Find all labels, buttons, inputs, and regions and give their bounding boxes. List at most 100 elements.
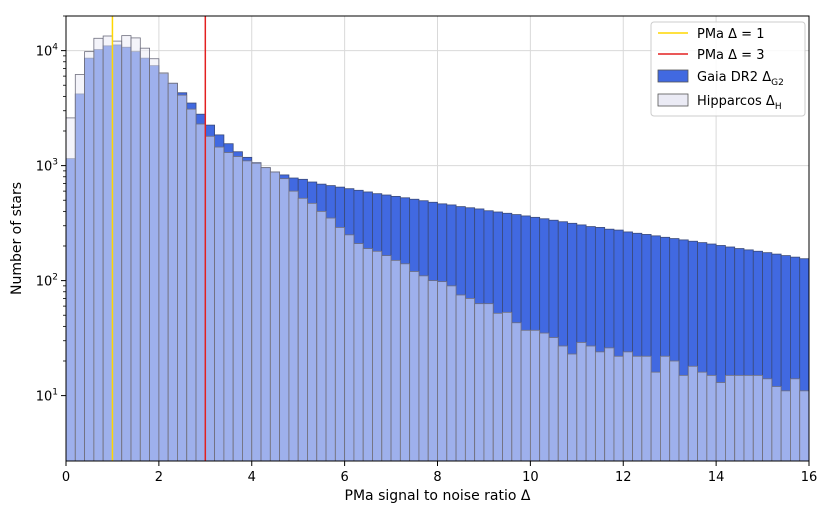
x-axis-label: PMa signal to noise ratio Δ (345, 488, 531, 504)
bar (65, 117, 76, 462)
x-tick-label: 10 (522, 470, 539, 485)
bar (242, 160, 253, 462)
y-tick-exponent: 1 (52, 388, 58, 398)
bar (399, 263, 411, 462)
legend-label-hipparcos: Hipparcos ΔH (697, 94, 782, 112)
bar (139, 47, 150, 462)
x-tick-label: 14 (708, 470, 725, 485)
x-tick-label: 6 (340, 470, 348, 485)
legend-label-hipparcos-main: Hipparcos Δ (697, 94, 775, 109)
bar (492, 312, 503, 462)
bar (622, 351, 633, 462)
bar (372, 250, 383, 462)
bar (790, 378, 801, 462)
bar (279, 178, 290, 462)
x-tick-label: 4 (248, 470, 256, 485)
bar (167, 82, 178, 462)
bar (427, 280, 438, 462)
bar (93, 37, 104, 462)
bar (752, 374, 763, 462)
bar (307, 202, 318, 462)
x-tick-label: 16 (801, 470, 818, 485)
bar (381, 255, 392, 462)
y-tick-base: 10 (36, 390, 53, 405)
bar (204, 135, 215, 462)
bar (74, 74, 85, 462)
x-tick-label: 8 (433, 470, 441, 485)
bar (771, 386, 782, 462)
bar (613, 355, 624, 462)
histogram-bars (65, 35, 810, 462)
bar (604, 347, 615, 462)
bar (576, 342, 587, 462)
bar (660, 355, 671, 462)
bar (251, 162, 262, 462)
bar (455, 294, 466, 462)
legend-label-hipparcos-subscript: H (775, 102, 782, 112)
bar (520, 329, 531, 462)
bar (149, 58, 160, 462)
bar (177, 94, 188, 462)
y-tick-exponent: 2 (52, 273, 58, 283)
legend-label-gaia-main: Gaia DR2 Δ (697, 70, 771, 85)
legend-box (650, 21, 806, 117)
y-tick-label: 104 (36, 43, 59, 60)
bar (418, 275, 429, 462)
bar (84, 51, 95, 462)
bar (650, 371, 661, 462)
bar (567, 353, 578, 462)
bar (186, 108, 197, 462)
bar (344, 234, 355, 462)
bar (334, 227, 346, 462)
bar (158, 72, 169, 462)
legend-label-pma-3: PMa Δ = 3 (697, 48, 764, 63)
bar (539, 332, 550, 462)
bar (641, 355, 652, 462)
bar (409, 271, 420, 462)
bar (734, 374, 745, 462)
bar (474, 303, 485, 462)
bar (725, 374, 736, 462)
bar (557, 345, 568, 462)
x-tick-label: 2 (155, 470, 163, 485)
legend-swatch-gaia (657, 69, 689, 83)
bar (316, 210, 327, 462)
bar (130, 37, 141, 462)
bar (687, 365, 698, 462)
bar (446, 285, 457, 462)
bar (678, 374, 689, 462)
bar (697, 371, 708, 462)
legend-swatch-hipparcos (657, 93, 689, 107)
bar (288, 190, 299, 462)
bar (232, 156, 243, 462)
legend-label-pma-1: PMa Δ = 1 (697, 27, 764, 42)
bar (214, 146, 225, 462)
bar (780, 390, 791, 462)
bar (260, 167, 271, 462)
bar (121, 35, 132, 462)
bar (632, 355, 643, 462)
y-tick-label: 101 (36, 388, 58, 405)
bar (102, 35, 113, 462)
bar (464, 298, 476, 462)
legend-label-gaia: Gaia DR2 ΔG2 (697, 70, 784, 88)
bar (353, 243, 364, 462)
bar (195, 123, 206, 462)
bar (502, 311, 513, 462)
bar (297, 197, 308, 462)
bar (362, 248, 373, 462)
bar (715, 382, 726, 462)
legend: PMa Δ = 1 PMa Δ = 3 Gaia DR2 ΔG2 Hipparc… (650, 21, 806, 117)
legend-label-gaia-subscript: G2 (771, 78, 784, 88)
bar (483, 303, 494, 462)
bar (390, 259, 401, 462)
y-tick-base: 10 (36, 160, 53, 175)
y-tick-label: 103 (36, 158, 58, 175)
x-tick-label: 0 (62, 470, 70, 485)
bar (112, 40, 123, 462)
bar (548, 337, 559, 462)
y-tick-exponent: 4 (52, 43, 58, 53)
y-tick-base: 10 (36, 275, 53, 290)
